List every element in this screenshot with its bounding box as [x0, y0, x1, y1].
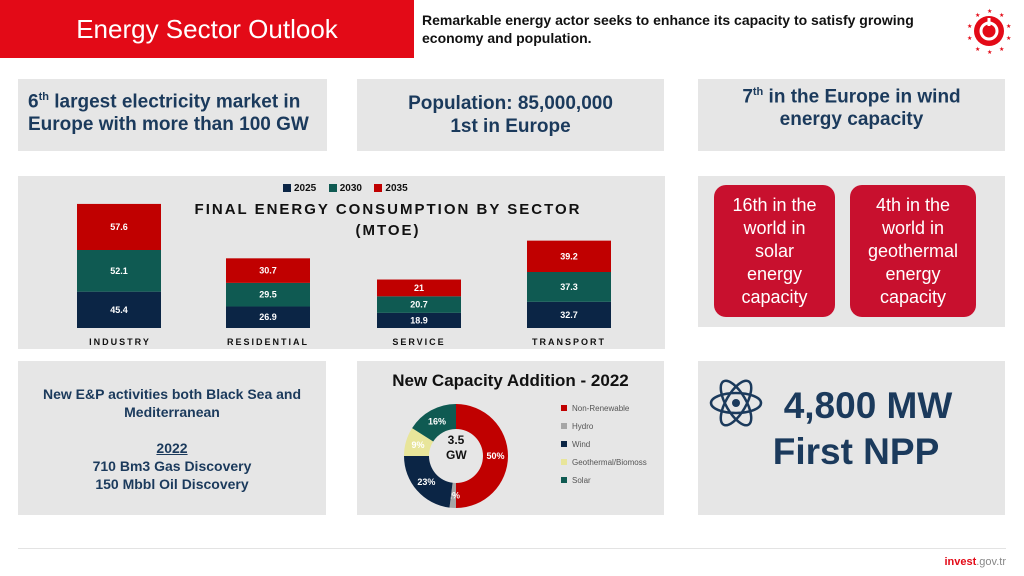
bar-segment: [377, 296, 461, 313]
capacity-addition-chart: New Capacity Addition - 2022 50% 2% 23% 9% 1…: [357, 361, 664, 515]
bar-value-label: 21: [414, 283, 424, 293]
npp-box: 4,800 MW First NPP: [698, 361, 1005, 515]
bar-segment: [77, 291, 161, 328]
category-label: RESIDENTIAL: [226, 337, 309, 347]
donut-slice: [412, 404, 456, 442]
exploration-year: 2022: [156, 440, 188, 456]
bar-value-label: 18.9: [410, 315, 428, 325]
donut-slice: [456, 404, 508, 508]
donut-plot: 50% 2% 23% 9% 16%: [404, 404, 508, 508]
category-label: INDUSTRY: [89, 337, 151, 347]
svg-text:★: ★: [999, 46, 1004, 53]
bar-value-label: 32.7: [560, 310, 578, 320]
bar-segment: [77, 203, 161, 250]
exploration-heading: New E&P activities both Black Sea and Me…: [42, 386, 302, 420]
bar-value-label: 20.7: [410, 300, 428, 310]
geothermal-rank-card: 4th in the world in geothermal energy ca…: [850, 185, 976, 317]
population-rank: 1st in Europe: [450, 116, 571, 137]
bar-segment: [226, 258, 310, 283]
svg-text:★: ★: [999, 12, 1004, 19]
bar-segment: [77, 250, 161, 292]
svg-text:★: ★: [967, 35, 972, 42]
donut-value-label: 50%: [486, 451, 504, 461]
donut-slice: [449, 482, 456, 508]
wind-capacity-text: 7th in the Europe in wind energy capacit…: [742, 86, 961, 131]
bar-value-label: 39.2: [560, 251, 578, 261]
wind-capacity-box: 7th in the Europe in wind energy capacit…: [698, 79, 1005, 151]
logo-icon: ★ ★ ★ ★ ★ ★ ★ ★ ★ ★: [966, 8, 1012, 56]
bar-chart-plot: 45.4 52.1 57.6 26.9 29.5 30.7 18.9 20.7 21 32.7 37…: [77, 203, 611, 328]
bar-segment: [527, 301, 611, 328]
energy-consumption-chart: 2025 2030 2035 FINAL ENERGY CONSUMPTION …: [18, 176, 665, 349]
svg-text:★: ★: [1006, 23, 1011, 30]
gas-discovery: 710 Bm3 Gas Discovery: [92, 458, 252, 474]
donut-legend-item: Solar: [561, 471, 647, 489]
chart-legend: 2025 2030 2035: [283, 179, 416, 197]
donut-value-label: 9%: [412, 440, 425, 450]
donut-legend-item: Geothermal/Biomoss: [561, 453, 647, 471]
category-label: SERVICE: [392, 337, 446, 347]
donut-slice: [404, 456, 453, 508]
donut-legend-item: Non-Renewable: [561, 399, 647, 417]
bar-segment: [527, 272, 611, 302]
donut-value-label: 23%: [417, 477, 435, 487]
category-label: TRANSPORT: [532, 337, 606, 347]
svg-text:★: ★: [975, 46, 980, 53]
page-title: Energy Sector Outlook: [0, 0, 414, 58]
footer-divider: [18, 548, 1006, 549]
solar-rank-card: 16th in the world in solar energy capaci…: [714, 185, 835, 317]
svg-text:★: ★: [987, 8, 992, 15]
donut-slice: [404, 428, 434, 456]
electricity-market-box: 6th largest electricity market in Europe…: [18, 79, 327, 151]
legend-2030: 2030: [328, 183, 362, 194]
npp-capacity: 4,800 MW: [783, 385, 953, 426]
bar-segment: [377, 312, 461, 328]
svg-text:★: ★: [975, 12, 980, 19]
bar-segment: [226, 306, 310, 328]
bar-value-label: 52.1: [110, 266, 128, 276]
oil-discovery: 150 Mbbl Oil Discovery: [95, 476, 249, 492]
legend-2035: 2035: [374, 183, 408, 194]
bar-segment: [226, 282, 310, 307]
chart-title: FINAL ENERGY CONSUMPTION BY SECTOR (MTOE…: [194, 201, 582, 239]
donut-legend: Non-Renewable Hydro Wind Geothermal/Biom…: [561, 399, 647, 489]
electricity-market-text: 6th largest electricity market in Europe…: [28, 91, 309, 136]
page-subtitle: Remarkable energy actor seeks to enhance…: [422, 12, 914, 46]
npp-label: First NPP: [772, 431, 940, 472]
bar-value-label: 30.7: [259, 266, 277, 276]
svg-text:★: ★: [1006, 35, 1011, 42]
bar-value-label: 37.3: [560, 282, 578, 292]
population-text: Population: 85,000,000: [408, 93, 613, 114]
legend-2025: 2025: [283, 183, 316, 194]
donut-center-label: 3.5 GW: [446, 433, 467, 462]
svg-text:★: ★: [967, 23, 972, 30]
donut-value-label: 16%: [428, 416, 446, 426]
population-box: Population: 85,000,000 1st in Europe: [357, 79, 664, 151]
donut-title: New Capacity Addition - 2022: [392, 371, 629, 390]
footer-brand: invest.gov.tr: [944, 556, 1006, 568]
donut-legend-item: Wind: [561, 435, 647, 453]
exploration-box: New E&P activities both Black Sea and Me…: [18, 361, 326, 515]
atom-icon: [708, 375, 764, 436]
bar-value-label: 26.9: [259, 312, 277, 322]
donut-value-label: 2%: [447, 490, 460, 500]
bar-segment: [377, 279, 461, 297]
bar-value-label: 57.6: [110, 222, 128, 232]
bar-value-label: 45.4: [110, 305, 128, 315]
svg-text:★: ★: [987, 49, 992, 54]
bar-segment: [527, 240, 611, 272]
bar-value-label: 29.5: [259, 290, 277, 300]
donut-legend-item: Hydro: [561, 417, 647, 435]
